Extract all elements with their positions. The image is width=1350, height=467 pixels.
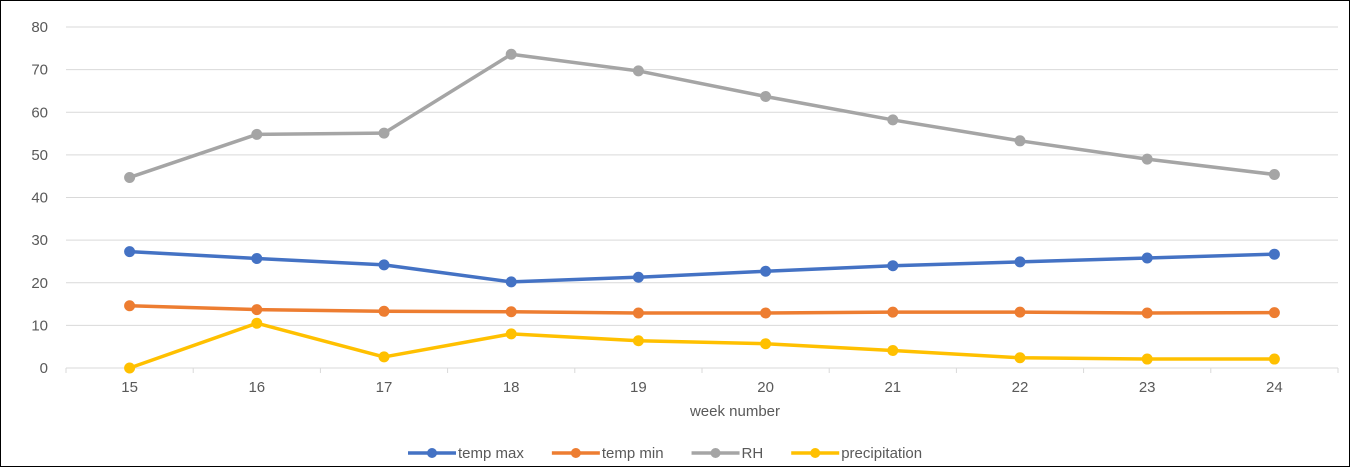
data-point	[505, 306, 517, 318]
data-point	[251, 304, 263, 316]
y-tick-label: 0	[40, 360, 48, 377]
y-tick-label: 80	[31, 19, 48, 36]
series-line	[127, 321, 1277, 370]
series-temp-max	[124, 246, 1280, 288]
x-tick-label: 19	[630, 379, 647, 396]
legend-label: RH	[742, 445, 764, 462]
legend-swatch-marker	[427, 448, 437, 458]
data-point	[632, 335, 644, 347]
data-point	[887, 260, 899, 272]
data-point	[1141, 307, 1153, 319]
legend: temp max temp min RH precipitation	[408, 445, 922, 462]
legend-swatch-marker	[570, 448, 581, 458]
data-point	[378, 127, 390, 139]
legend-swatch-marker	[810, 448, 821, 458]
data-point	[378, 305, 390, 317]
data-point	[124, 300, 136, 312]
data-point	[1141, 153, 1153, 165]
series-precipitation	[124, 317, 1280, 374]
legend-label: temp min	[602, 445, 664, 462]
x-axis-tick-labels: 15 16 17 18 19 20 21 22 23 24	[121, 379, 1282, 396]
y-tick-label: 30	[31, 232, 48, 249]
data-point	[251, 317, 263, 329]
series-lines	[124, 48, 1280, 374]
x-tick-label: 15	[121, 379, 138, 396]
x-tick-label: 21	[884, 379, 901, 396]
data-point	[1014, 352, 1026, 364]
x-tick-label: 16	[248, 379, 265, 396]
series-line	[127, 249, 1277, 284]
data-point	[760, 338, 772, 350]
series-temp-min	[124, 300, 1280, 319]
data-point	[251, 128, 263, 140]
y-axis-tick-labels: 0 10 20 30 40 50 60 70 80	[31, 19, 48, 377]
x-tick-label: 23	[1139, 379, 1156, 396]
data-point	[1268, 248, 1280, 260]
data-point	[251, 252, 263, 264]
series-RH	[124, 48, 1280, 183]
data-point	[760, 307, 772, 319]
y-tick-label: 10	[31, 317, 48, 334]
data-point	[1014, 306, 1026, 318]
data-point	[505, 48, 517, 60]
data-point	[632, 307, 644, 319]
x-tick-label: 20	[757, 379, 774, 396]
data-point	[124, 246, 136, 258]
data-point	[1014, 256, 1026, 268]
series-line	[127, 304, 1277, 315]
data-point	[760, 90, 772, 102]
legend-label: precipitation	[841, 445, 922, 462]
legend-swatch-marker	[710, 448, 721, 458]
x-tick-label: 17	[376, 379, 393, 396]
y-tick-label: 70	[31, 62, 48, 79]
legend-item: RH	[691, 445, 764, 462]
y-tick-label: 40	[31, 190, 48, 207]
x-tick-label: 24	[1266, 379, 1283, 396]
data-point	[887, 114, 899, 126]
legend-item: temp min	[551, 445, 664, 462]
data-point	[760, 265, 772, 277]
series-line	[127, 52, 1277, 180]
x-tick-label: 18	[503, 379, 520, 396]
data-point	[1141, 252, 1153, 264]
data-point	[505, 328, 517, 340]
data-point	[1141, 353, 1153, 365]
data-point	[632, 271, 644, 283]
x-axis	[65, 367, 1339, 373]
data-point	[632, 65, 644, 77]
data-point	[887, 306, 899, 318]
y-tick-label: 50	[31, 147, 48, 164]
data-point	[124, 171, 136, 183]
data-point	[1014, 135, 1026, 147]
data-point	[1268, 168, 1280, 180]
y-tick-label: 60	[31, 104, 48, 121]
x-axis-title: week number	[689, 403, 780, 420]
legend-item: precipitation	[791, 445, 922, 462]
y-tick-label: 20	[31, 275, 48, 292]
gridlines	[66, 26, 1338, 326]
data-point	[505, 276, 517, 288]
legend-item: temp max	[408, 445, 524, 462]
data-point	[378, 351, 390, 363]
legend-label: temp max	[458, 445, 524, 462]
x-tick-label: 22	[1012, 379, 1029, 396]
data-point	[1268, 353, 1280, 365]
data-point	[378, 259, 390, 271]
data-point	[887, 345, 899, 357]
data-point	[1268, 307, 1280, 319]
data-point	[124, 362, 136, 374]
